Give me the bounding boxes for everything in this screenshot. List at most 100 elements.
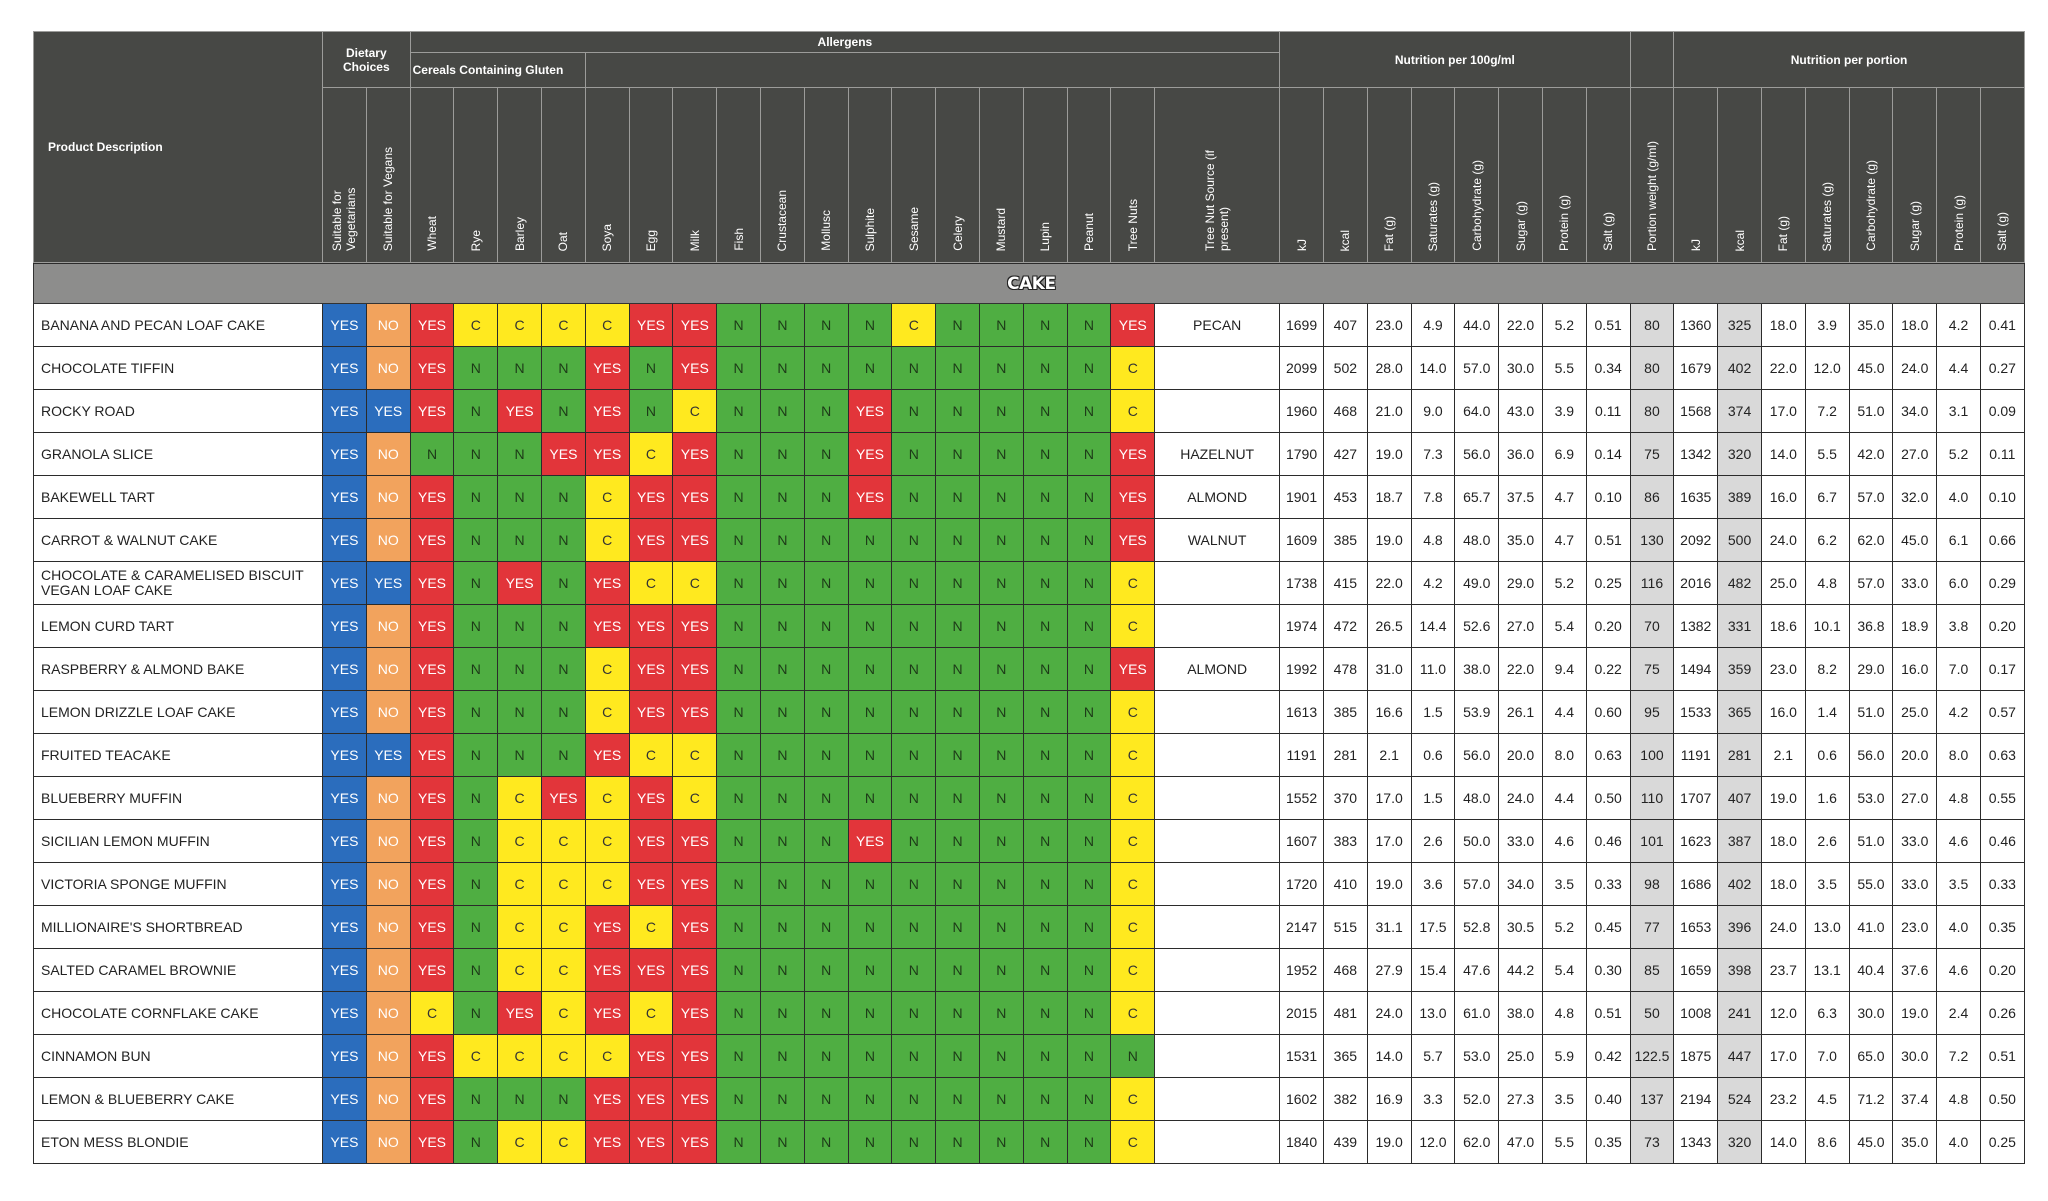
column-label: Portion weight (g/ml) [1644,140,1659,251]
cell: 0.35 [1585,1120,1631,1164]
cell: NO [365,948,411,992]
cell: N [935,561,980,605]
cell: N [891,991,937,1035]
cell: 0.50 [1979,1077,2025,1121]
cell: YES [322,1120,367,1164]
cell: YES [628,819,674,863]
cell [1154,862,1281,906]
cell: N [453,518,499,562]
column-header: Fat (g) [1366,87,1412,263]
cell: 7.0 [1936,647,1981,691]
cell: 80 [1629,303,1675,347]
product-name: LEMON DRIZZLE LOAF CAKE [33,690,323,734]
cell: 0.50 [1585,776,1631,820]
cell: 385 [1322,690,1368,734]
cell: NO [365,991,411,1035]
cell [1154,1120,1281,1164]
cell: 18.0 [1892,303,1938,347]
cell: N [1022,1120,1068,1164]
cell: N [935,1077,980,1121]
cell: 45.0 [1848,1120,1894,1164]
cell: NO [365,518,411,562]
cell: 0.63 [1585,733,1631,777]
cell: N [803,1120,849,1164]
cell: YES [409,948,455,992]
cell: C [541,1120,586,1164]
cell: YES [672,303,718,347]
cell: N [1022,389,1068,433]
cell: 4.4 [1936,346,1981,390]
cell: 0.46 [1979,819,2025,863]
cell: 4.8 [1410,518,1456,562]
cell: N [1066,733,1112,777]
cell: 27.9 [1366,948,1412,992]
section-row: CAKE [33,263,2025,304]
column-header: Protein (g) [1936,87,1981,263]
cell: 30.0 [1892,1034,1938,1078]
cell: C [672,776,718,820]
column-label: Wheat [425,216,439,251]
cell: C [541,303,586,347]
cell: N [1066,776,1112,820]
cell: 1533 [1673,690,1719,734]
cell: N [935,1120,980,1164]
cell: N [759,776,805,820]
cell: 16.0 [1760,690,1806,734]
cell: N [759,346,805,390]
column-header: Barley [497,87,542,263]
cell: C [1110,389,1156,433]
cell: 22.0 [1498,647,1543,691]
cell: N [847,1120,893,1164]
cell: N [978,733,1024,777]
cell: 6.0 [1936,561,1981,605]
cell: 95 [1629,690,1675,734]
cell: C [1110,1120,1156,1164]
cell: C [584,819,630,863]
cell: N [803,690,849,734]
cell [1154,733,1281,777]
cell: YES [409,1077,455,1121]
cell: N [1022,561,1068,605]
cell: YES [584,1077,630,1121]
cell: C [497,862,542,906]
cell: N [847,647,893,691]
cell: 13.1 [1804,948,1850,992]
cell: YES [322,733,367,777]
cell: YES [365,389,411,433]
cell: C [541,819,586,863]
product-row: LEMON CURD TART YES NO YES N N N YES YES YES N N N N N… [33,604,2025,648]
cell: N [803,647,849,691]
cell: 71.2 [1848,1077,1894,1121]
cell: 3.3 [1410,1077,1456,1121]
cell: 19.0 [1366,862,1412,906]
product-row: VICTORIA SPONGE MUFFIN YES NO YES N C C C YES YES… [33,862,2025,906]
cell: N [978,819,1024,863]
cell: 98 [1629,862,1675,906]
cell: 53.9 [1454,690,1500,734]
column-label: Salt (g) [1995,212,2010,251]
cell: 41.0 [1848,905,1894,949]
cell: 56.0 [1454,432,1500,476]
cell: N [453,905,499,949]
cell: 48.0 [1454,776,1500,820]
cell: N [497,432,542,476]
cell: N [453,819,499,863]
cell: 14.0 [1410,346,1456,390]
column-header: Portion weight (g/ml) [1629,87,1675,263]
cell: 36.8 [1848,604,1894,648]
cell: 407 [1322,303,1368,347]
cell: 0.41 [1979,303,2025,347]
cell: N [891,1034,937,1078]
column-header: Salt (g) [1979,87,2025,263]
cell: C [541,1034,586,1078]
cell: N [935,518,980,562]
product-name: ROCKY ROAD [33,389,323,433]
cell: N [1066,1034,1112,1078]
cell: N [978,948,1024,992]
cell: 110 [1629,776,1675,820]
cell: 331 [1717,604,1762,648]
cell [1154,604,1281,648]
cell [1154,346,1281,390]
cell: 24.0 [1498,776,1543,820]
cell: 415 [1322,561,1368,605]
